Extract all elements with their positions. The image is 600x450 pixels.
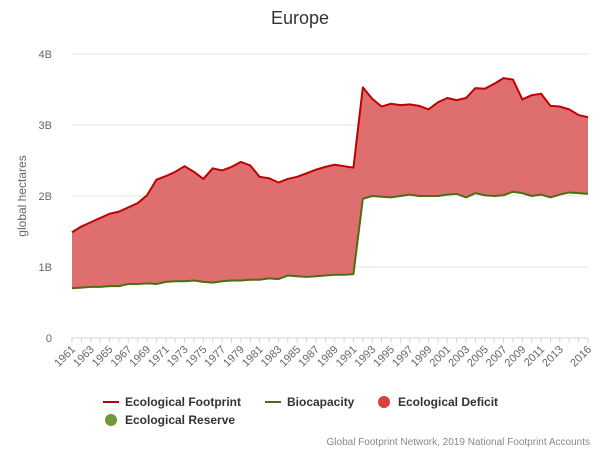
- y-tick-label: 0: [46, 333, 52, 345]
- legend-item-ecological-reserve[interactable]: Ecological Reserve: [105, 413, 235, 427]
- credit-text[interactable]: Global Footprint Network, 2019 National …: [327, 437, 590, 448]
- y-tick-label: 1B: [39, 262, 52, 274]
- legend-label: Biocapacity: [287, 395, 355, 409]
- plot-lines: [71, 77, 589, 290]
- legend-circle-swatch: [105, 414, 117, 426]
- chart-title: Europe: [271, 8, 329, 28]
- legend-label: Ecological Deficit: [398, 395, 498, 409]
- legend-label: Ecological Reserve: [125, 413, 235, 427]
- x-tick-label: 2013: [540, 344, 566, 370]
- x-tick-label: 2016: [568, 344, 594, 370]
- biocapacity-line[interactable]: [71, 190, 589, 290]
- plot-areas: [72, 78, 588, 289]
- legend-item-biocapacity[interactable]: Biocapacity: [265, 395, 355, 409]
- legend-label: Ecological Footprint: [125, 395, 241, 409]
- legend-circle-swatch: [378, 396, 390, 408]
- legend-item-ecological-deficit[interactable]: Ecological Deficit: [378, 395, 498, 409]
- legend-item-ecological-footprint[interactable]: Ecological Footprint: [103, 395, 241, 409]
- y-tick-label: 3B: [39, 120, 52, 132]
- ecological-footprint-line[interactable]: [71, 77, 589, 234]
- y-tick-label: 2B: [39, 191, 52, 203]
- y-tick-label: 4B: [39, 49, 52, 61]
- y-axis-title: global hectares: [15, 155, 29, 236]
- ecological-deficit-area: [72, 78, 588, 289]
- legend[interactable]: Ecological Footprint Biocapacity Ecologica…: [103, 395, 498, 427]
